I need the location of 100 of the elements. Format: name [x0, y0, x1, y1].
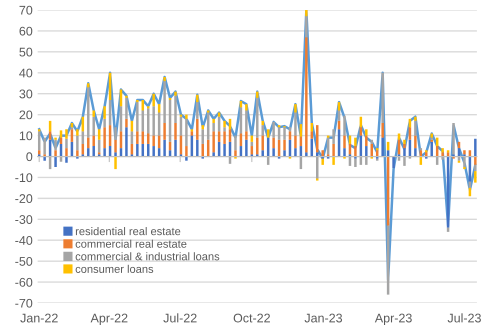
bar — [218, 131, 220, 142]
bar — [158, 136, 160, 148]
bar — [152, 146, 155, 157]
y-tick-label: 10 — [20, 131, 32, 140]
bar — [65, 148, 68, 157]
y-tick-label: -60 — [15, 278, 32, 287]
bar — [250, 142, 254, 146]
bar — [98, 140, 100, 152]
bar — [125, 127, 128, 157]
y-tick-label: 50 — [19, 48, 32, 57]
bar — [168, 142, 172, 150]
bar — [468, 150, 472, 157]
bar — [261, 150, 264, 157]
bar — [240, 101, 242, 108]
bar — [354, 158, 357, 167]
bar — [294, 148, 297, 157]
bar — [114, 140, 117, 152]
y-tick-label: -30 — [15, 215, 32, 224]
bar — [92, 136, 95, 146]
bar — [218, 112, 220, 117]
bar — [38, 150, 40, 154]
bar — [441, 148, 444, 152]
bar — [266, 156, 270, 165]
bar — [223, 120, 226, 128]
bar — [354, 138, 357, 146]
bar — [130, 144, 134, 154]
bar — [240, 107, 242, 134]
bar — [218, 116, 220, 132]
bar — [65, 129, 68, 139]
bar — [288, 127, 292, 132]
bar — [283, 140, 286, 150]
bar — [266, 138, 270, 157]
bar — [234, 150, 237, 157]
bar — [316, 125, 318, 152]
legend-label: commercial & industrial loans — [76, 252, 220, 260]
bar — [436, 146, 438, 157]
bar — [190, 131, 194, 136]
x-tick-label: Oct-22 — [234, 314, 270, 322]
bar — [300, 136, 302, 146]
bar — [278, 140, 280, 157]
bar — [436, 138, 438, 146]
bar — [468, 182, 472, 188]
bar — [206, 140, 210, 157]
y-tick-label: -20 — [15, 194, 32, 204]
bar — [348, 136, 352, 144]
bar — [310, 138, 314, 157]
bar — [408, 118, 412, 128]
bar — [103, 148, 106, 157]
bar — [398, 133, 400, 140]
bar — [228, 156, 232, 164]
bar — [108, 146, 112, 157]
bar — [196, 118, 199, 140]
bar — [458, 142, 460, 148]
bar — [54, 140, 57, 150]
bar — [196, 94, 199, 102]
bar — [278, 127, 280, 140]
bar — [272, 138, 275, 148]
bar — [142, 100, 144, 110]
bar — [266, 129, 270, 138]
bar — [338, 129, 340, 157]
bar — [256, 92, 259, 98]
bar — [294, 112, 297, 136]
bar — [436, 156, 438, 165]
bar — [245, 140, 248, 157]
bar — [152, 136, 155, 146]
bar — [70, 129, 74, 142]
bar — [185, 146, 188, 157]
bar — [202, 144, 204, 157]
bar — [76, 150, 79, 157]
bar — [76, 129, 79, 136]
bar — [136, 100, 139, 102]
bar — [414, 136, 417, 148]
bar — [108, 125, 112, 146]
bar — [250, 136, 254, 142]
bar — [305, 37, 308, 152]
bar — [158, 148, 160, 157]
bar — [163, 123, 166, 140]
bar — [142, 144, 144, 157]
bar — [223, 131, 226, 144]
bar — [354, 146, 357, 157]
bar — [206, 112, 210, 140]
bar — [245, 131, 248, 140]
bar — [403, 140, 406, 144]
bar — [332, 156, 335, 165]
bar — [360, 127, 362, 136]
bar — [120, 131, 122, 148]
bar — [120, 106, 122, 132]
bar — [463, 156, 466, 167]
bar — [92, 116, 95, 136]
bar — [38, 131, 40, 150]
x-tick-label: Apr-23 — [374, 314, 412, 325]
y-tick-label: 60 — [20, 26, 32, 36]
bar — [381, 138, 384, 157]
bar — [414, 116, 417, 121]
bar — [180, 136, 182, 154]
bar — [414, 148, 417, 157]
y-tick-label: 70 — [20, 6, 32, 15]
bar — [283, 150, 286, 157]
bar — [321, 158, 324, 165]
bar — [408, 140, 412, 157]
